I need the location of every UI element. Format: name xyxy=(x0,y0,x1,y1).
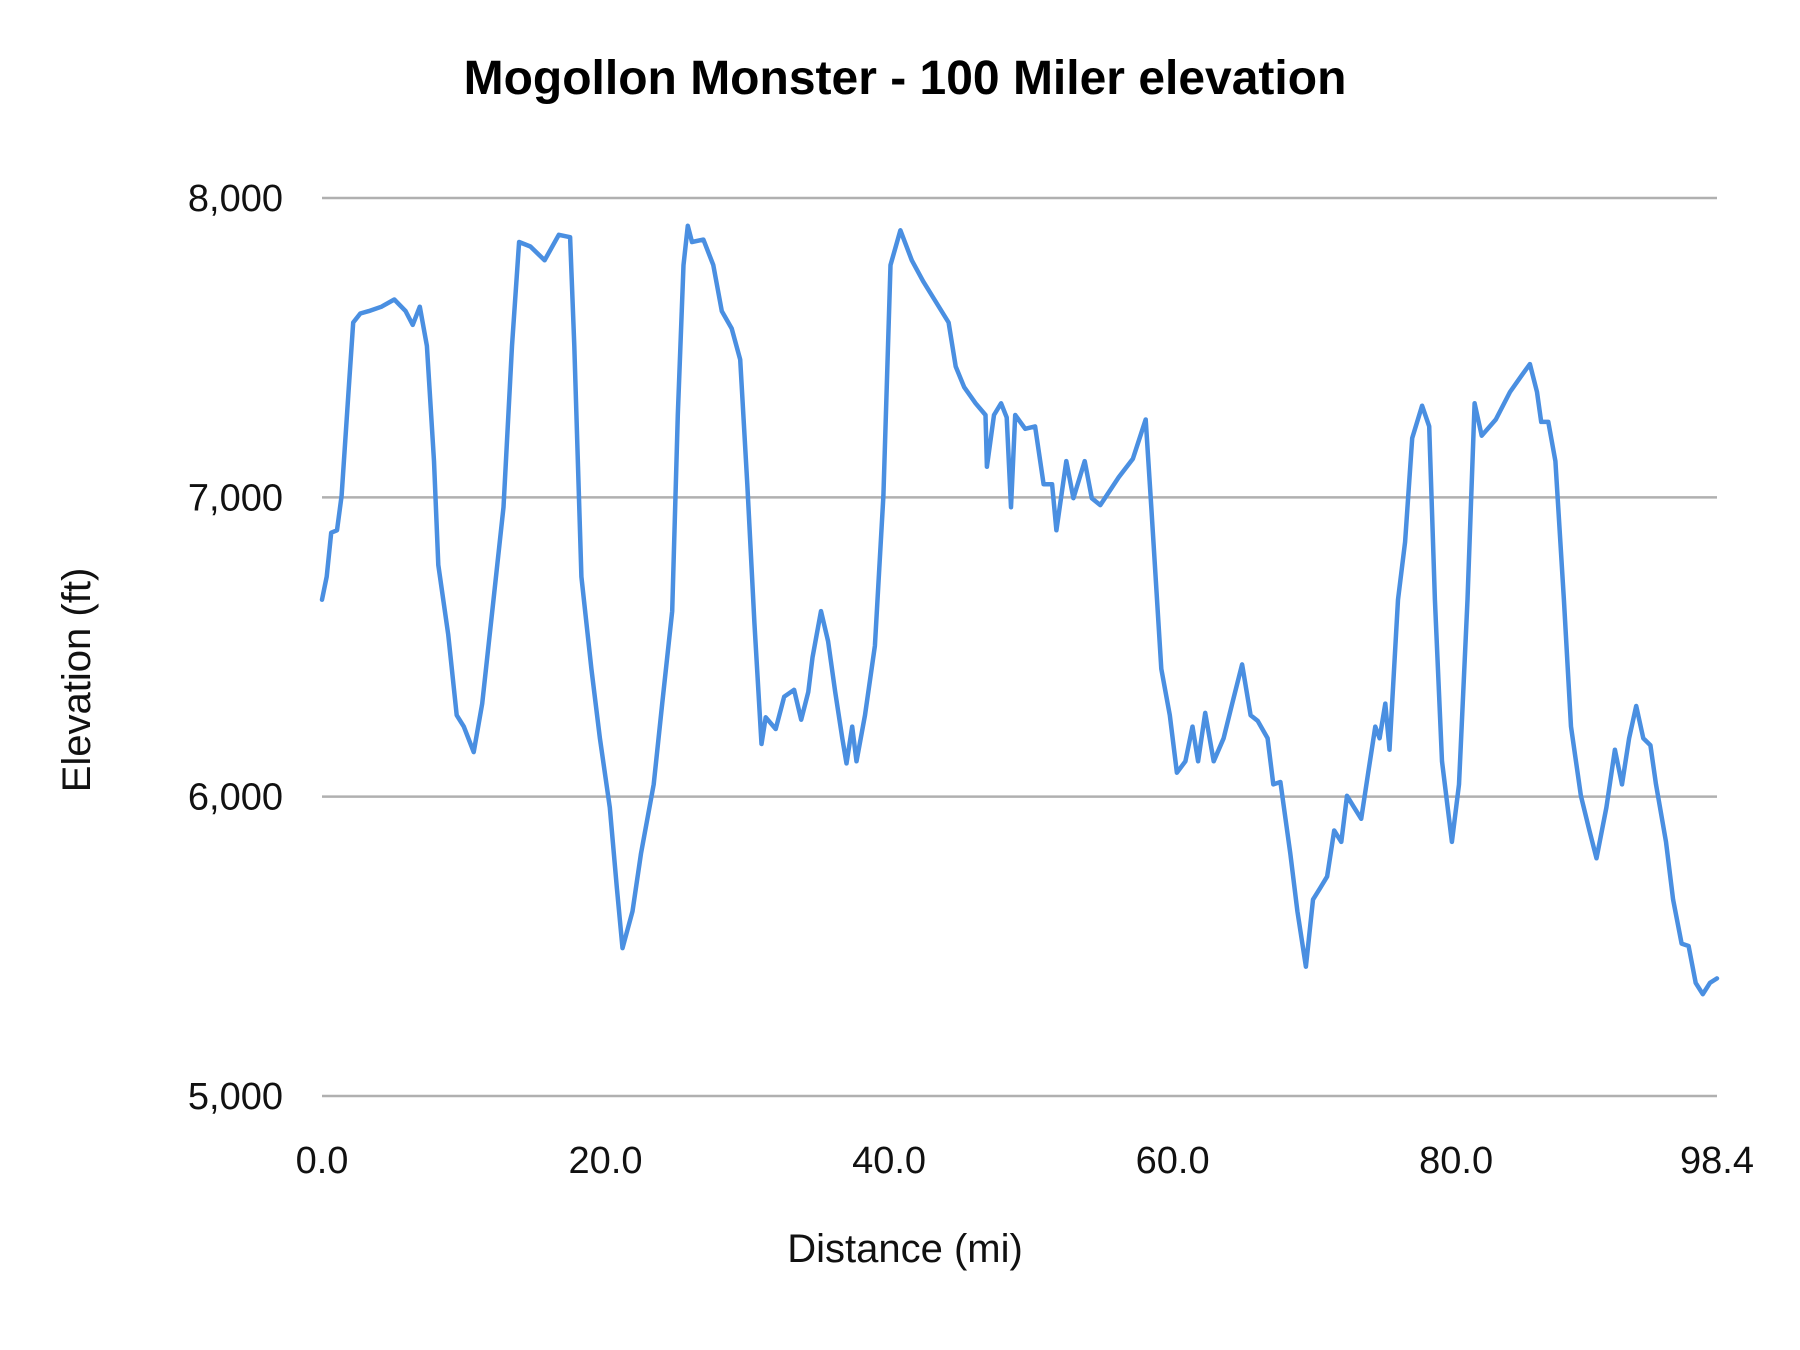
y-tick-label: 6,000 xyxy=(188,777,283,819)
y-tick-labels: 8,000 7,000 6,000 5,000 xyxy=(188,178,283,1118)
gridlines xyxy=(322,196,1717,1098)
x-tick-label: 80.0 xyxy=(1419,1140,1493,1182)
x-tick-label: 0.0 xyxy=(296,1140,349,1182)
x-tick-label: 60.0 xyxy=(1136,1140,1210,1182)
y-tick-label: 7,000 xyxy=(188,477,283,519)
series xyxy=(319,223,1720,997)
x-axis-title: Distance (mi) xyxy=(787,1227,1023,1271)
chart-title: Mogollon Monster - 100 Miler elevation xyxy=(464,52,1347,105)
x-tick-labels: 0.0 20.0 40.0 60.0 80.0 98.4 xyxy=(296,1140,1754,1182)
y-tick-label: 8,000 xyxy=(188,178,283,220)
elevation-line xyxy=(319,223,1720,997)
x-tick-label: 20.0 xyxy=(569,1140,643,1182)
y-tick-label: 5,000 xyxy=(188,1076,283,1118)
x-tick-label: 40.0 xyxy=(852,1140,926,1182)
x-tick-label: 98.4 xyxy=(1680,1140,1754,1182)
y-axis-title: Elevation (ft) xyxy=(55,568,99,793)
